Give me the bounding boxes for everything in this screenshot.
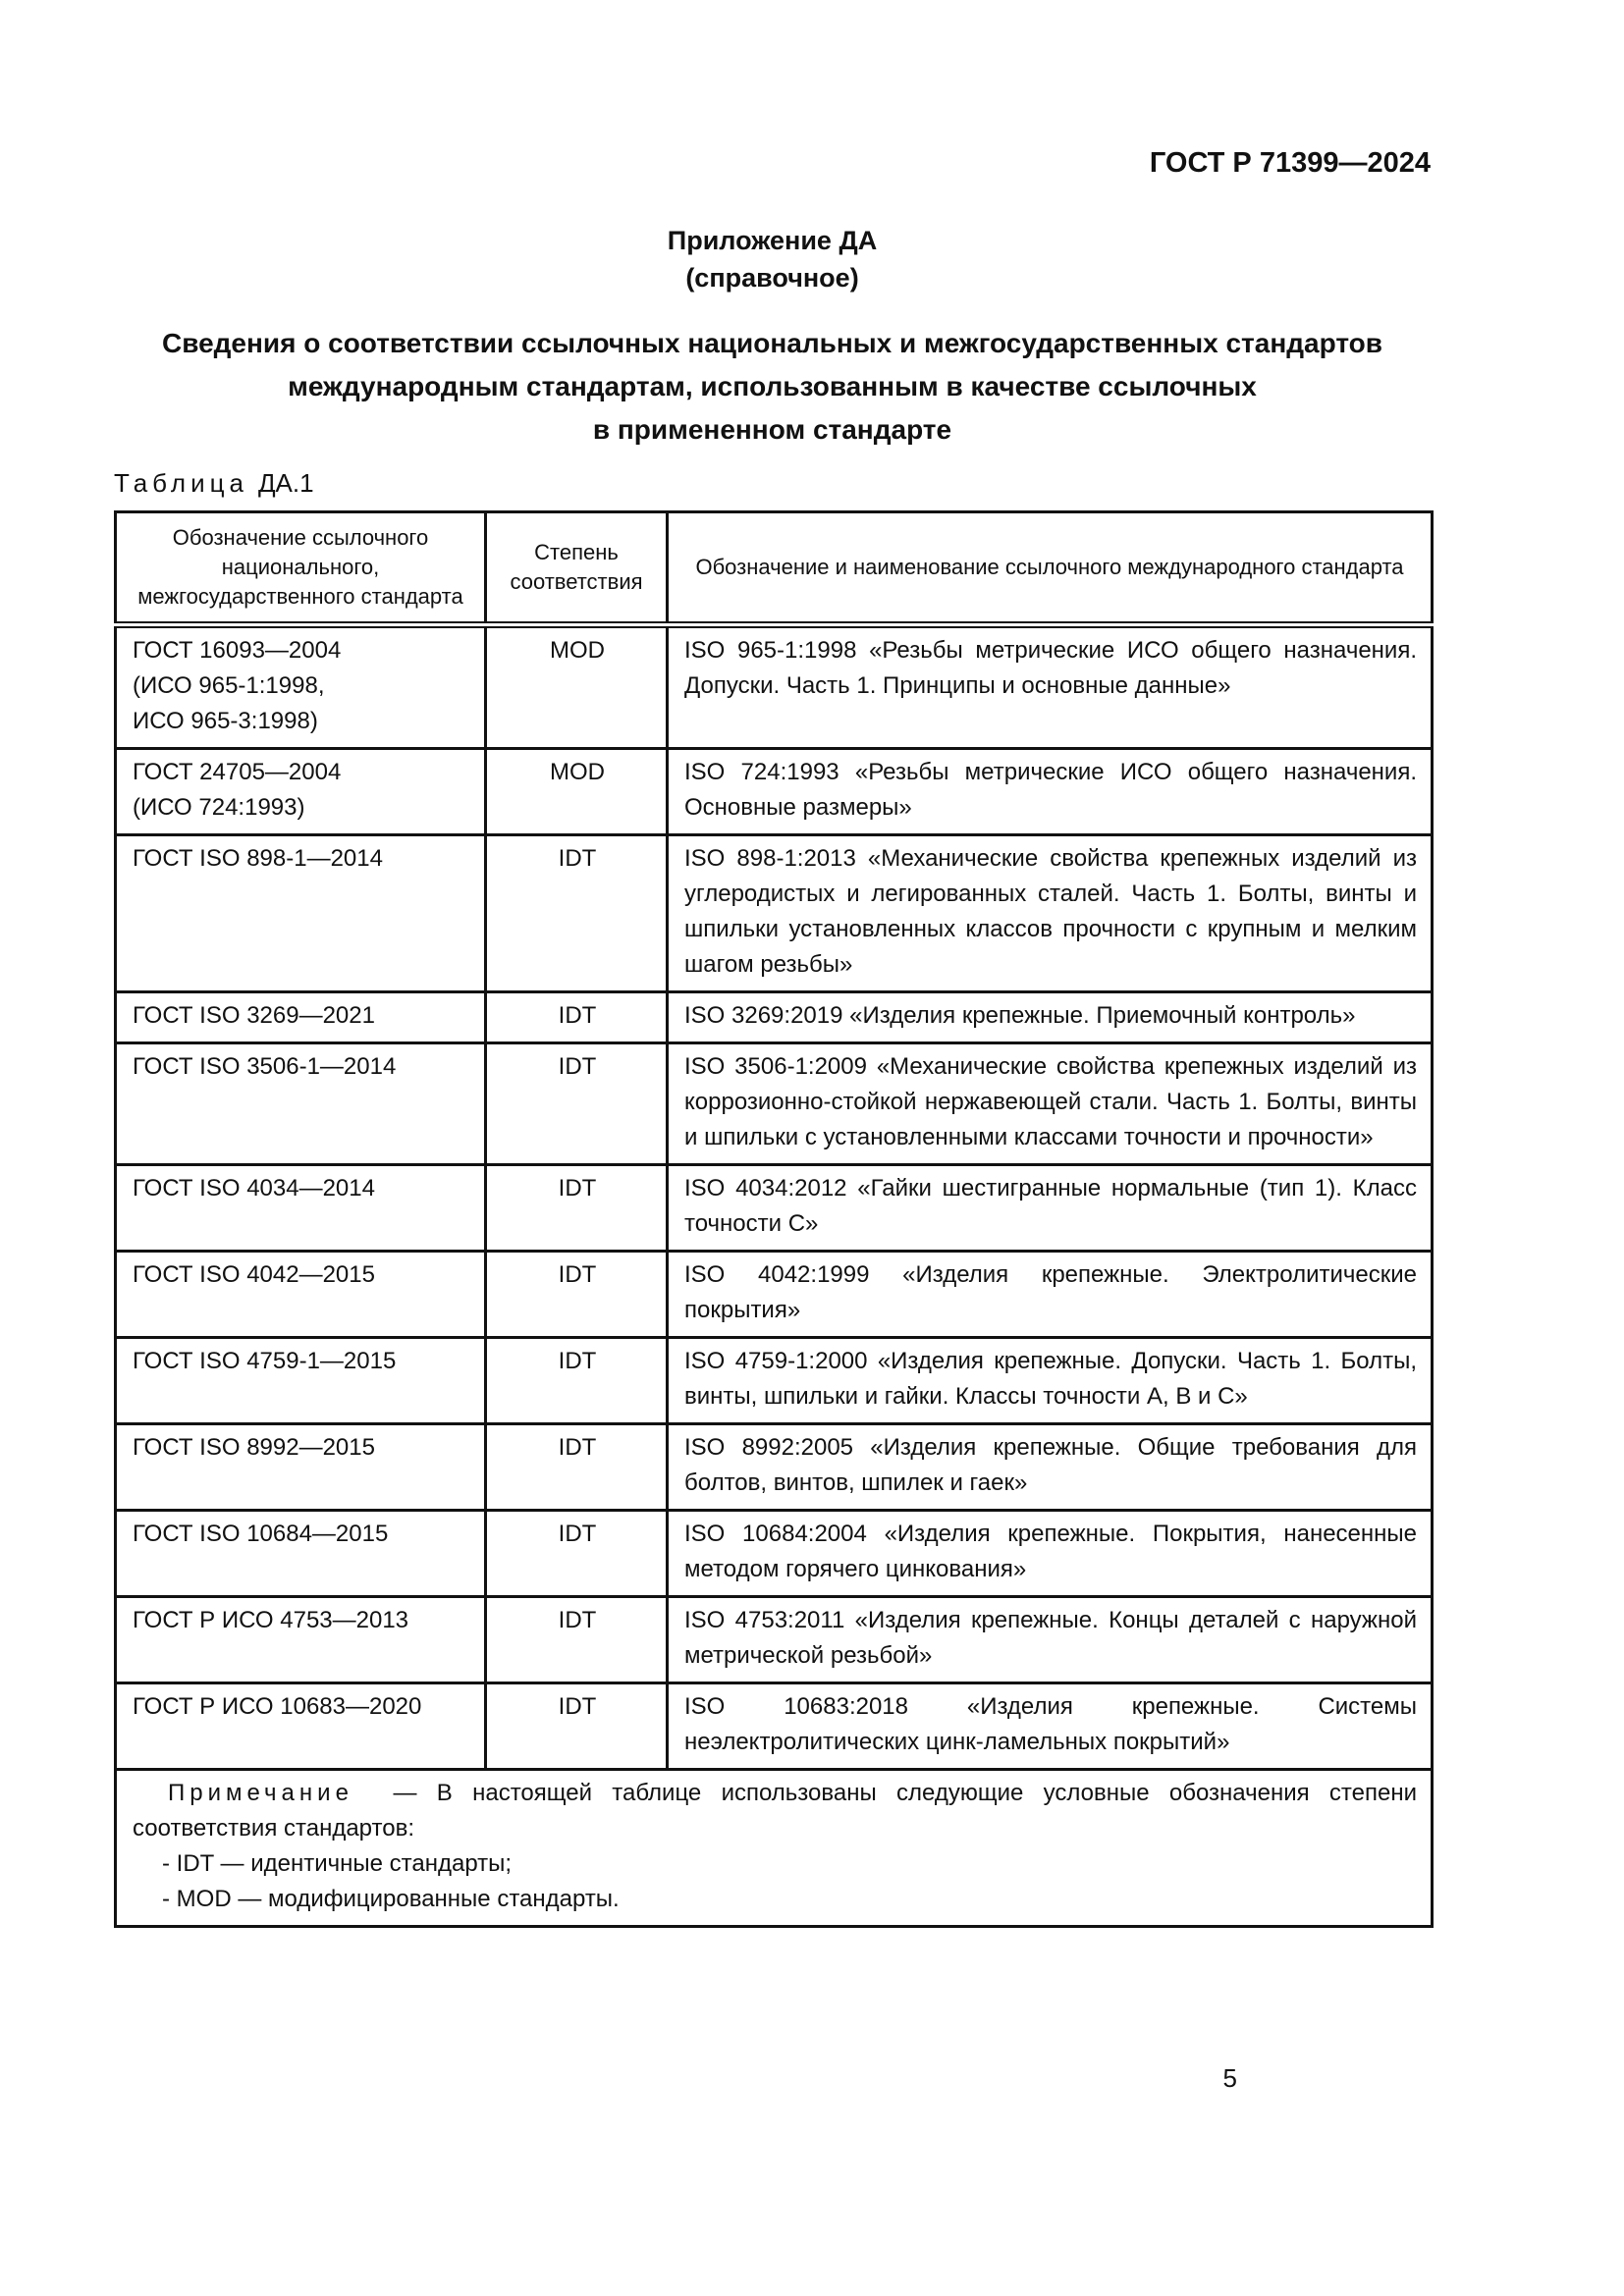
note-label: Примечание [168, 1780, 353, 1806]
section-title: Сведения о соответствии ссылочных национ… [114, 322, 1431, 452]
appendix-heading: Приложение ДА (справочное) [114, 222, 1431, 296]
table-row: ГОСТ ISO 4042—2015 IDT ISO 4042:1999 «Изде… [114, 1250, 1434, 1339]
column-header-national: Обозначение ссылочного национального, ме… [114, 510, 487, 628]
cell-degree: IDT [484, 990, 669, 1044]
table-row: ГОСТ ISO 10684—2015 IDT ISO 10684:2004 «Из… [114, 1509, 1434, 1598]
cell-national: ГОСТ ISO 898-1—2014 [114, 833, 487, 993]
cell-national: ГОСТ ISO 10684—2015 [114, 1509, 487, 1598]
cell-national: ГОСТ ISO 8992—2015 [114, 1422, 487, 1512]
cell-national: ГОСТ ISO 3269—2021 [114, 990, 487, 1044]
table-header-row: Обозначение ссылочного национального, ме… [114, 510, 1434, 628]
table-note-row: Примечание — В настоящей таблице использ… [114, 1768, 1434, 1928]
table-header: Обозначение ссылочного национального, ме… [114, 510, 1434, 628]
table-row: ГОСТ ISO 3506-1—2014 IDT ISO 3506-1:2009 «… [114, 1041, 1434, 1166]
cell-international: ISO 4034:2012 «Гайки шестигранные нормал… [666, 1163, 1434, 1253]
cell-international: ISO 724:1993 «Резьбы метрические ИСО общ… [666, 747, 1434, 836]
table-note-section: Примечание — В настоящей таблице использ… [114, 1768, 1434, 1928]
cell-degree: IDT [484, 1163, 669, 1253]
cell-international: ISO 10684:2004 «Изделия крепежные. Покры… [666, 1509, 1434, 1598]
table-label-number: ДА.1 [257, 468, 314, 498]
cell-international: ISO 8992:2005 «Изделия крепежные. Общие … [666, 1422, 1434, 1512]
cell-degree: IDT [484, 1422, 669, 1512]
table-row: ГОСТ 24705—2004 (ИСО 724:1993) MOD ISO 724… [114, 747, 1434, 836]
cell-national: ГОСТ Р ИСО 10683—2020 [114, 1682, 487, 1771]
cell-national: ГОСТ Р ИСО 4753—2013 [114, 1595, 487, 1684]
table-note-cell: Примечание — В настоящей таблице использ… [114, 1768, 1434, 1928]
appendix-title: Приложение ДА [667, 226, 878, 255]
table-label: Таблица ДА.1 [114, 467, 1431, 499]
cell-international: ISO 3506-1:2009 «Механические свойства к… [666, 1041, 1434, 1166]
cell-international: ISO 4759-1:2000 «Изделия крепежные. Допу… [666, 1336, 1434, 1425]
column-header-international: Обозначение и наименование ссылочного ме… [666, 510, 1434, 628]
cell-degree: IDT [484, 1041, 669, 1166]
cell-national: ГОСТ ISO 4034—2014 [114, 1163, 487, 1253]
section-title-line-1: Сведения о соответствии ссылочных национ… [162, 328, 1382, 358]
table-row: ГОСТ 16093—2004 (ИСО 965-1:1998, ИСО 965… [114, 623, 1434, 750]
note-text: — В настоящей таблице использованы следу… [133, 1780, 1417, 1842]
cell-international: ISO 4042:1999 «Изделия крепежные. Электр… [666, 1250, 1434, 1339]
appendix-subtitle: (справочное) [685, 263, 859, 293]
table-row: ГОСТ ISO 8992—2015 IDT ISO 8992:2005 «Изде… [114, 1422, 1434, 1512]
section-title-line-3: в примененном стандарте [592, 414, 952, 445]
cell-degree: IDT [484, 1250, 669, 1339]
cell-international: ISO 898-1:2013 «Механические свойства кр… [666, 833, 1434, 993]
section-title-line-2: международным стандартам, использованным… [288, 371, 1257, 401]
cell-international: ISO 965-1:1998 «Резьбы метрические ИСО о… [666, 623, 1434, 750]
table-row: ГОСТ Р ИСО 10683—2020 IDT ISO 10683:2018 «… [114, 1682, 1434, 1771]
cell-national: ГОСТ ISO 4759-1—2015 [114, 1336, 487, 1425]
cell-national: ГОСТ ISO 3506-1—2014 [114, 1041, 487, 1166]
table-label-word: Таблица [114, 468, 248, 498]
column-header-degree: Степень соответствия [484, 510, 669, 628]
cell-degree: MOD [484, 623, 669, 750]
note-item-mod: - MOD — модифицированные стандарты. [162, 1886, 620, 1912]
table-row: ГОСТ ISO 898-1—2014 IDT ISO 898-1:2013 «Ме… [114, 833, 1434, 993]
cell-international: ISO 3269:2019 «Изделия крепежные. Приемо… [666, 990, 1434, 1044]
cell-degree: IDT [484, 1336, 669, 1425]
correspondence-table: Обозначение ссылочного национального, ме… [114, 510, 1434, 1928]
cell-national: ГОСТ ISO 4042—2015 [114, 1250, 487, 1339]
cell-degree: IDT [484, 1682, 669, 1771]
note-paragraph: Примечание — В настоящей таблице использ… [133, 1776, 1417, 1846]
page-number: 5 [1222, 2063, 1237, 2093]
cell-degree: IDT [484, 1509, 669, 1598]
table-row: ГОСТ ISO 4759-1—2015 IDT ISO 4759-1:2000 «… [114, 1336, 1434, 1425]
cell-degree: MOD [484, 747, 669, 836]
table-row: ГОСТ Р ИСО 4753—2013 IDT ISO 4753:2011 «Из… [114, 1595, 1434, 1684]
cell-international: ISO 4753:2011 «Изделия крепежные. Концы … [666, 1595, 1434, 1684]
table-row: ГОСТ ISO 3269—2021 IDT ISO 3269:2019 «Изде… [114, 990, 1434, 1044]
cell-international: ISO 10683:2018 «Изделия крепежные. Систе… [666, 1682, 1434, 1771]
cell-national: ГОСТ 16093—2004 (ИСО 965-1:1998, ИСО 965… [114, 623, 487, 750]
cell-degree: IDT [484, 833, 669, 993]
cell-degree: IDT [484, 1595, 669, 1684]
table-row: ГОСТ ISO 4034—2014 IDT ISO 4034:2012 «Гайк… [114, 1163, 1434, 1253]
doc-number: ГОСТ Р 71399—2024 [1149, 147, 1431, 179]
cell-national: ГОСТ 24705—2004 (ИСО 724:1993) [114, 747, 487, 836]
note-item-idt: - IDT — идентичные стандарты; [162, 1850, 513, 1877]
document-page: ГОСТ Р 71399—2024 Приложение ДА (справоч… [114, 0, 1434, 2296]
table-body: ГОСТ 16093—2004 (ИСО 965-1:1998, ИСО 965… [114, 623, 1434, 1771]
